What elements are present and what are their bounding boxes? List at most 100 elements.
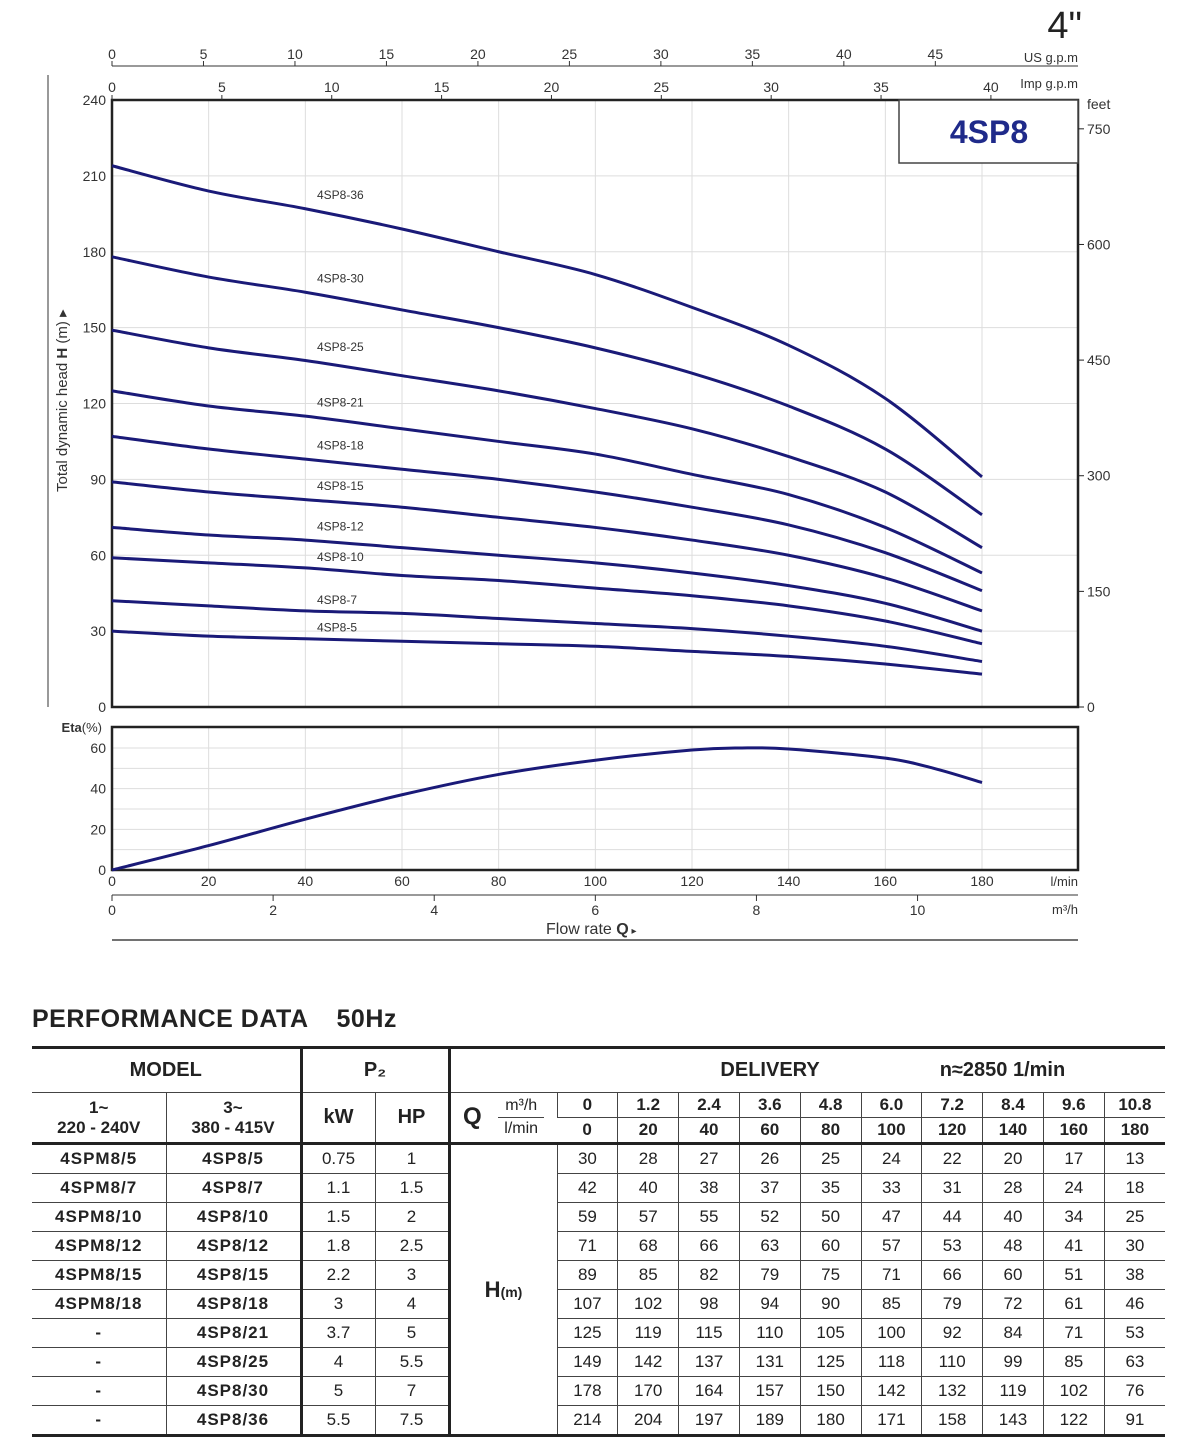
head-value-cell: 105 [799,1318,861,1348]
single-phase-model-cell: 4SPM8/15 [32,1260,166,1290]
three-phase-model-cell: 4SP8/25 [165,1347,301,1377]
imp-gpm-tick-label: 25 [654,79,670,95]
y-tick-label: 60 [90,547,106,563]
head-value-cell: 31 [921,1173,983,1203]
table-row: 4SPM8/7 4SP8/7 1.1 1.5 42 40 38 37 35 33 31 28 24 18 [32,1173,1166,1203]
head-value-cell: 99 [982,1347,1044,1377]
table-row: -4SP8/21 3.7 5 125 119 115 110 105 100 92 84 71 53 [32,1318,1166,1348]
head-value-cell: 66 [921,1260,983,1290]
head-value-cell: 107 [556,1289,618,1319]
head-value-cell: 25 [1103,1202,1166,1232]
head-plot-frame [110,98,1080,709]
head-value-cell: 84 [982,1318,1044,1348]
eta-tick-label: 60 [90,740,106,756]
lmin-tick-label: 40 [298,873,314,889]
three-phase-model-cell: 4SP8/12 [165,1231,301,1261]
y-tick-label: 30 [90,623,106,639]
flow-m3h-cell: 7.2 [921,1092,983,1118]
head-value-cell: 30 [556,1143,618,1174]
single-phase-model-cell: 4SPM8/18 [32,1289,166,1319]
head-curve-4SP8-5 [111,629,983,676]
table-row: -4SP8/25 4 5.5 149 142 137 131 125 118 110 99 85 63 [32,1347,1166,1377]
head-value-cell: 24 [860,1143,922,1174]
head-value-cell: 92 [921,1318,983,1348]
hp-cell: 1.5 [374,1173,450,1203]
head-value-cell: 66 [678,1231,740,1261]
performance-table-body: 4SPM8/5 4SP8/5 0.75 1 H(m) 30 28 27 26 25 24 22 20 17… [32,1143,1166,1437]
head-value-cell: 44 [921,1202,983,1232]
lmin-tick-label: 140 [777,873,801,889]
lmin-tick-label: 100 [584,873,608,889]
q-header: Q m³/h l/min [447,1092,558,1145]
m3h-tick-label: 8 [753,902,761,918]
head-value-cell: 72 [982,1289,1044,1319]
kw-cell: 1.5 [299,1202,375,1232]
head-value-cell: 85 [1042,1347,1105,1377]
hp-cell: 7.5 [374,1405,450,1437]
curve-label: 4SP8-10 [317,550,364,564]
lmin-tick-label: 0 [108,873,116,889]
flow-lmin-cell: 60 [738,1117,801,1145]
m3h-tick-label: 2 [269,902,277,918]
m3h-tick-label: 0 [108,902,116,918]
kw-cell: 1.1 [299,1173,375,1203]
flow-lmin-cell: 20 [617,1117,679,1145]
head-value-cell: 42 [556,1173,618,1203]
us-gpm-tick-label: 20 [470,46,486,62]
y-tick-label: 120 [83,396,107,412]
head-value-cell: 26 [738,1143,801,1174]
imp-gpm-label: Imp g.p.m [1020,76,1078,91]
head-value-cell: 60 [982,1260,1044,1290]
head-value-cell: 46 [1103,1289,1166,1319]
single-phase-model-cell: 4SPM8/7 [32,1173,166,1203]
head-value-cell: 197 [678,1405,740,1437]
head-value-cell: 53 [921,1231,983,1261]
lmin-tick-label: 120 [680,873,704,889]
q-symbol: Q [462,1102,482,1130]
head-curve-4SP8-15 [111,480,983,613]
hp-header: HP [374,1092,450,1145]
head-value-cell: 38 [1103,1260,1166,1290]
eta-tick-label: 40 [90,781,106,797]
kw-cell: 4 [299,1347,375,1377]
head-value-cell: 137 [678,1347,740,1377]
y2-tick-label: 300 [1087,468,1111,484]
frequency-label: 50Hz [336,1005,397,1033]
table-row: 4SPM8/5 4SP8/5 0.75 1 H(m) 30 28 27 26 25 24 22 20 17… [32,1143,1166,1437]
head-value-cell: 55 [678,1202,740,1232]
flow-lmin-cell: 120 [921,1117,983,1145]
table-row: -4SP8/30 5 7 178 170 164 157 150 142 132 119 102 76 [32,1376,1166,1406]
head-value-cell: 52 [738,1202,801,1232]
y2-tick-label: 150 [1087,583,1111,599]
hp-cell: 2 [374,1202,450,1232]
head-value-cell: 131 [738,1347,801,1377]
head-value-cell: 132 [921,1376,983,1406]
table-header-row-2: 1~ 220 - 240V 3~ 380 - 415V kW HP Q m³/h… [32,1092,1166,1145]
head-value-cell: 122 [1042,1405,1105,1437]
model-box [898,99,1079,164]
head-value-cell: 40 [982,1202,1044,1232]
curve-label: 4SP8-30 [317,272,364,286]
y2-tick-label: 0 [1087,699,1095,715]
speed-label: n≈2850 1/min [939,1059,1066,1081]
head-value-cell: 142 [860,1376,922,1406]
y-tick-label: 210 [83,168,107,184]
kw-cell: 5.5 [299,1405,375,1437]
us-gpm-tick-label: 40 [836,46,852,62]
eta-axis-title: Eta(%) [62,720,102,735]
feet-unit-label: feet [1087,96,1110,112]
y-tick-label: 180 [83,244,107,260]
us-gpm-tick-label: 0 [108,46,116,62]
y2-tick-label: 600 [1087,236,1111,252]
imp-gpm-tick-label: 5 [218,79,226,95]
head-value-cell: 158 [921,1405,983,1437]
head-value-cell: 118 [860,1347,922,1377]
head-value-cell: 115 [678,1318,740,1348]
head-value-cell: 50 [799,1202,861,1232]
single-phase-symbol: 1~ [89,1097,109,1117]
head-value-cell: 28 [617,1143,679,1174]
three-phase-header: 3~ 380 - 415V [165,1092,301,1145]
three-phase-model-cell: 4SP8/5 [165,1143,301,1174]
head-value-cell: 189 [738,1405,801,1437]
hp-cell: 5.5 [374,1347,450,1377]
